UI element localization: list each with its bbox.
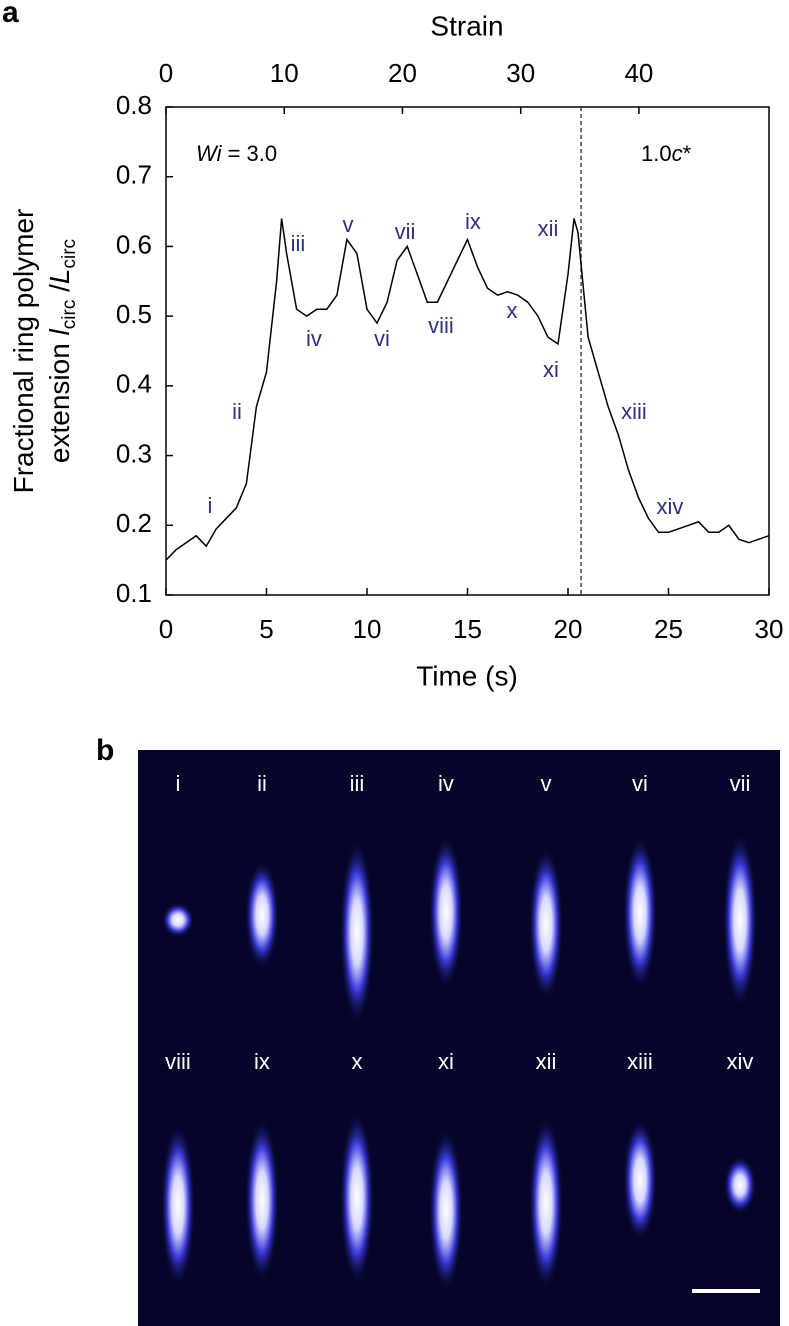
y-tick-label: 0.7 [116,160,152,190]
frame-label: viii [165,1049,191,1074]
x-tick-label: 25 [654,614,683,644]
x-tick-label: 0 [159,614,173,644]
frame-label: vi [632,771,648,796]
x2-tick-label: 30 [506,58,535,88]
y-axis-title-part: L [44,268,75,284]
y-tick-label: 0.5 [116,299,152,329]
frame-label: xi [438,1049,454,1074]
x-axis-title: Time (s) [416,660,518,691]
point-annotation: xiii [621,399,647,424]
frame-label: v [541,771,552,796]
x-tick-label: 30 [755,614,784,644]
y-axis-title-part: Fractional ring polymer [8,209,39,494]
point-annotation: viii [428,313,454,338]
point-annotation: i [208,493,213,518]
annotation-part: c [672,141,683,166]
point-annotation: xi [543,357,559,382]
y-tick-label: 0.3 [116,438,152,468]
annotation-part: = 3.0 [221,141,277,166]
y-tick-label: 0.1 [116,578,152,608]
polymer-image [161,1124,195,1286]
point-annotation: vi [374,326,390,351]
x2-tick-label: 20 [388,58,417,88]
x-tick-label: 15 [453,614,482,644]
point-annotation: v [343,212,354,237]
polymer-image [245,1119,279,1281]
x2-tick-label: 0 [159,58,173,88]
y-axis-title-part: extension [44,335,75,463]
frame-label: i [176,771,181,796]
annotation-part: * [683,141,692,166]
annotation: 1.0c* [641,141,692,166]
point-annotation: xii [538,216,559,241]
frame-label: ix [254,1049,270,1074]
x2-tick-label: 10 [270,58,299,88]
y-axis-title-part: / [44,284,75,300]
data-line [165,218,770,561]
point-annotation: ix [465,209,481,234]
point-annotation: vii [395,219,416,244]
polymer-image [529,848,563,1000]
polymer-image [529,1117,563,1289]
annotation: Wi = 3.0 [196,141,277,166]
frame-label: xiii [627,1049,653,1074]
polymer-image [724,1156,756,1214]
x-tick-label: 5 [259,614,273,644]
point-annotation: iii [291,231,306,256]
annotation-part: Wi [196,141,223,166]
y-tick-label: 0.6 [116,229,152,259]
polymer-image [245,861,279,969]
polymer-image [429,836,463,988]
polymer-image [623,1119,657,1241]
polymer-image [429,1129,463,1291]
x-tick-label: 10 [353,614,382,644]
frame-label: x [352,1049,363,1074]
y-tick-label: 0.8 [116,90,152,120]
point-annotation: xiv [657,494,684,519]
y-tick-label: 0.2 [116,508,152,538]
point-annotation: x [507,298,518,323]
y-tick-label: 0.4 [116,369,152,399]
y-axis-title: extension lcirc /Lcirc [44,239,80,463]
x-tick-label: 20 [554,614,583,644]
panel-label: b [96,734,114,767]
y-axis-title-part: circ [59,300,80,330]
panel-label: a [2,0,19,29]
frame-label: xiv [727,1049,754,1074]
plot-frame [165,106,770,596]
y-axis-title-part: circ [59,239,80,269]
x2-axis-title: Strain [430,10,503,41]
frame-label: vii [730,771,751,796]
polymer-image [723,834,757,1006]
polymer-image [162,903,194,937]
polymer-image [340,841,374,1023]
polymer-image [340,1112,374,1284]
y-axis-title: Fractional ring polymer [8,209,39,494]
annotation-part: 1.0 [641,141,672,166]
x2-tick-label: 40 [624,58,653,88]
y-axis-title-part: l [44,328,75,335]
frame-label: iii [350,771,365,796]
frame-label: ii [257,771,267,796]
frame-label: xii [536,1049,557,1074]
point-annotation: ii [232,399,242,424]
point-annotation: iv [306,326,322,351]
frame-label: iv [438,771,454,796]
polymer-image [623,837,657,989]
